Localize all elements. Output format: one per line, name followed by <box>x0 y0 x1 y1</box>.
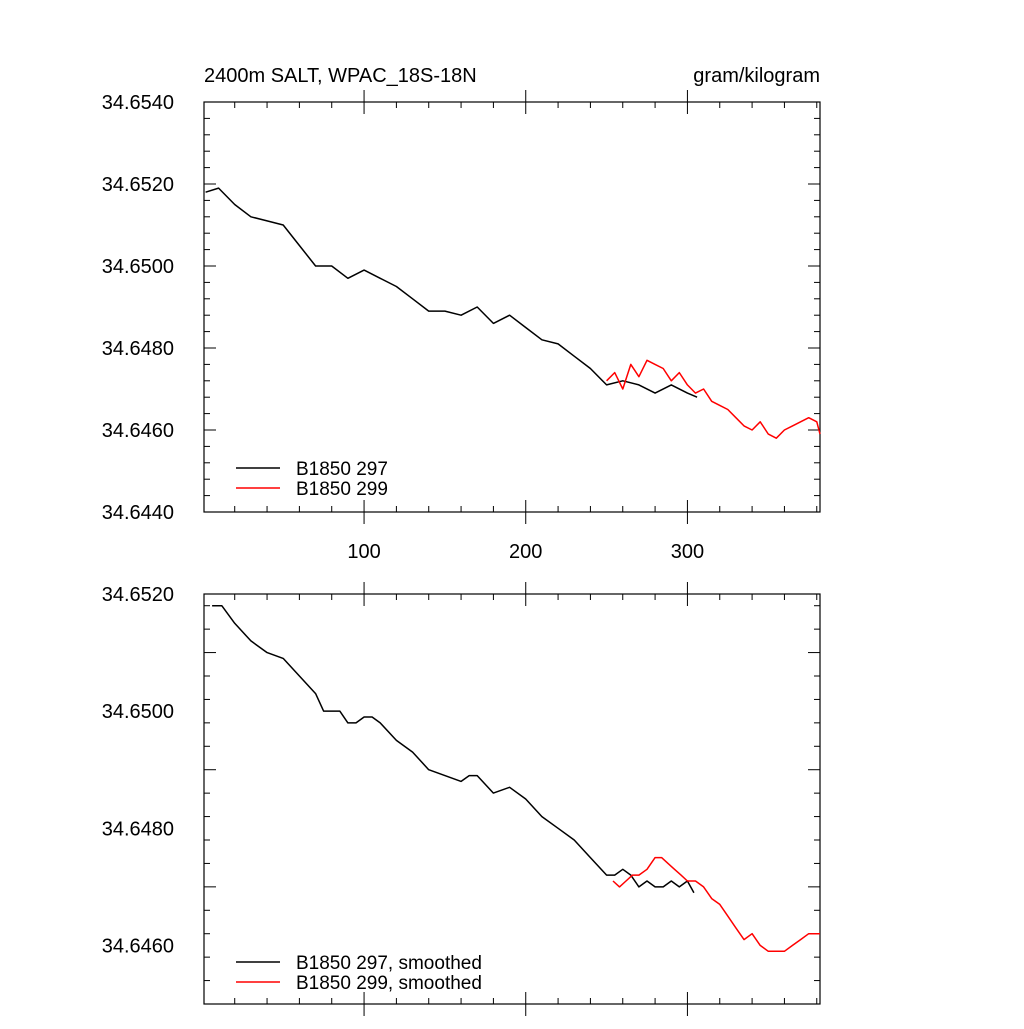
series-line-black <box>205 187 698 398</box>
y-tick-label: 34.6480 <box>102 818 174 840</box>
legend-label: B1850 299 <box>296 479 388 500</box>
x-tick-label: 200 <box>509 541 542 563</box>
y-tick-label: 34.6540 <box>102 92 174 114</box>
plot-frame <box>203 101 821 513</box>
plot-frame <box>203 593 821 1005</box>
panel-bottom: 34.6460 34.6480 34.6500 34.6520 B1850 297, s… <box>102 582 821 1016</box>
y-tick-label: 34.6500 <box>102 701 174 723</box>
legend-label: B1850 297 <box>296 459 388 480</box>
series-line-black <box>212 604 695 894</box>
y-tick-label: 34.6520 <box>102 174 174 196</box>
figure-units: gram/kilogram <box>693 65 820 87</box>
panel-top: 34.6440 34.6460 34.6480 34.6500 34.6520 34.65… <box>102 90 821 563</box>
y-tick-label: 34.6480 <box>102 338 174 360</box>
series-line-red <box>612 856 820 953</box>
legend-label: B1850 299, smoothed <box>296 973 482 994</box>
y-tick-label: 34.6520 <box>102 584 174 606</box>
series-line-red <box>606 359 821 439</box>
y-tick-label: 34.6460 <box>102 935 174 957</box>
x-tick-label: 300 <box>671 541 704 563</box>
figure-title: 2400m SALT, WPAC_18S-18N <box>204 65 477 87</box>
y-tick-label: 34.6500 <box>102 256 174 278</box>
x-tick-label: 100 <box>347 541 380 563</box>
y-tick-label: 34.6460 <box>102 420 174 442</box>
y-tick-label: 34.6440 <box>102 502 174 524</box>
legend-label: B1850 297, smoothed <box>296 953 482 974</box>
